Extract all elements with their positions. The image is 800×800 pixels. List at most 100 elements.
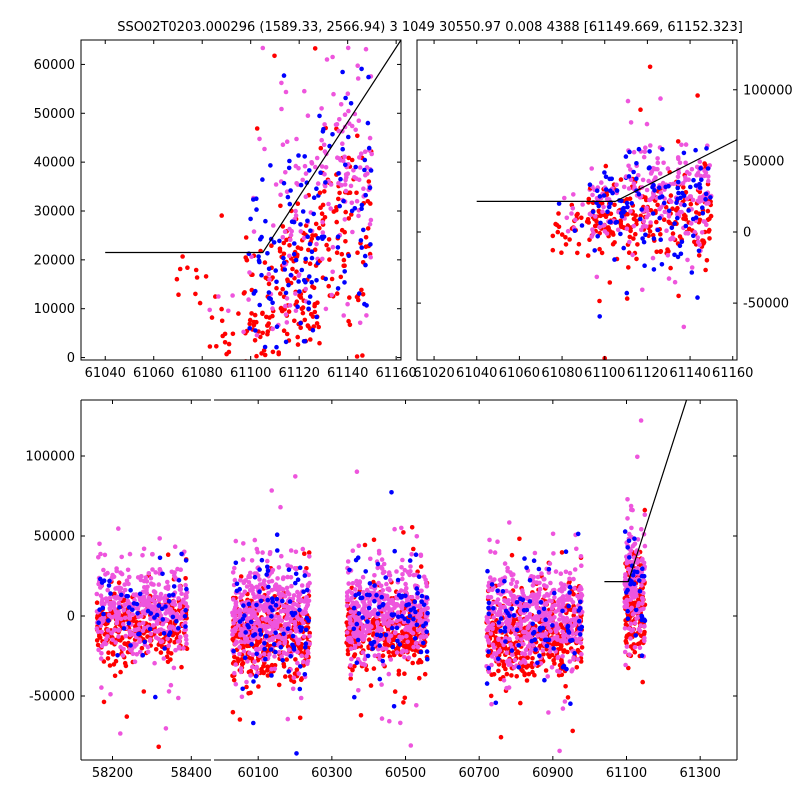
data-point (345, 91, 351, 96)
data-point (245, 623, 250, 628)
data-point (565, 228, 571, 234)
data-point (94, 600, 100, 605)
data-point (658, 237, 663, 242)
data-point (123, 633, 128, 639)
data-point (362, 602, 367, 608)
data-point (347, 615, 352, 620)
data-point (348, 646, 354, 651)
data-point (152, 590, 158, 595)
data-point (181, 646, 186, 651)
data-point (635, 242, 640, 247)
data-point (293, 208, 298, 214)
data-point (354, 578, 359, 584)
data-point (177, 602, 183, 607)
data-point (324, 57, 330, 62)
data-point (267, 638, 272, 643)
data-point (288, 272, 294, 278)
data-point (293, 213, 299, 218)
data-point (668, 265, 673, 271)
data-point (368, 217, 374, 223)
data-point (296, 671, 302, 676)
data-point (281, 240, 287, 246)
data-point (340, 146, 346, 152)
data-point (346, 108, 351, 114)
data-point (380, 588, 386, 593)
data-point (296, 603, 301, 609)
data-point (703, 197, 708, 202)
data-point (496, 637, 501, 642)
data-point (500, 589, 506, 594)
data-point (509, 606, 515, 611)
data-point (522, 651, 528, 657)
data-point (342, 280, 347, 285)
data-point (530, 621, 535, 627)
data-point (651, 267, 657, 272)
data-point (113, 596, 119, 601)
data-point (176, 292, 181, 298)
data-point (669, 199, 674, 204)
data-point (125, 567, 131, 573)
data-point (356, 213, 361, 219)
data-point (387, 718, 392, 724)
data-point (401, 530, 406, 535)
data-point (157, 536, 162, 541)
data-point (270, 300, 275, 306)
data-point (251, 720, 256, 726)
data-point (113, 586, 118, 591)
data-point (518, 604, 524, 609)
data-point (112, 673, 118, 679)
data-point (275, 548, 280, 553)
data-point (240, 557, 246, 562)
data-point (511, 613, 517, 618)
data-point (270, 306, 275, 311)
data-point (298, 325, 304, 331)
data-point (262, 146, 267, 152)
data-point (612, 202, 617, 208)
data-point (258, 632, 264, 637)
data-point (650, 211, 656, 216)
data-point (530, 583, 536, 588)
data-point (564, 215, 570, 221)
data-point (108, 591, 113, 596)
data-point (365, 612, 370, 618)
data-point (634, 161, 639, 166)
data-point (140, 628, 146, 634)
data-point (357, 585, 363, 591)
data-point (424, 595, 430, 600)
data-point (279, 586, 284, 592)
data-point (258, 598, 264, 604)
data-point (355, 76, 361, 81)
data-point (683, 175, 688, 180)
data-point (675, 155, 681, 160)
data-point (635, 454, 640, 460)
data-point (595, 234, 600, 239)
data-point (324, 242, 329, 248)
data-point (347, 322, 353, 328)
data-point (182, 614, 188, 619)
data-point (255, 549, 260, 555)
data-point (178, 567, 183, 572)
data-point (230, 709, 236, 715)
data-point (661, 217, 667, 222)
data-point (297, 625, 303, 630)
data-point (356, 291, 362, 296)
data-point (415, 595, 420, 600)
data-point (343, 172, 349, 177)
data-point (677, 243, 683, 249)
data-point (249, 642, 254, 647)
data-point (219, 306, 224, 312)
data-point (362, 253, 368, 259)
data-point (303, 641, 309, 646)
data-point (695, 171, 701, 176)
data-point (294, 136, 299, 142)
data-point (372, 653, 378, 658)
data-point (560, 585, 565, 590)
chart-title: SSO02T0203.000296 (1589.33, 2566.94) 3 1… (117, 20, 743, 35)
data-point (269, 662, 275, 668)
data-point (238, 669, 244, 675)
data-point (284, 296, 290, 301)
data-point (137, 597, 143, 603)
data-point (330, 132, 335, 137)
data-point (413, 640, 419, 646)
data-point (355, 250, 360, 255)
